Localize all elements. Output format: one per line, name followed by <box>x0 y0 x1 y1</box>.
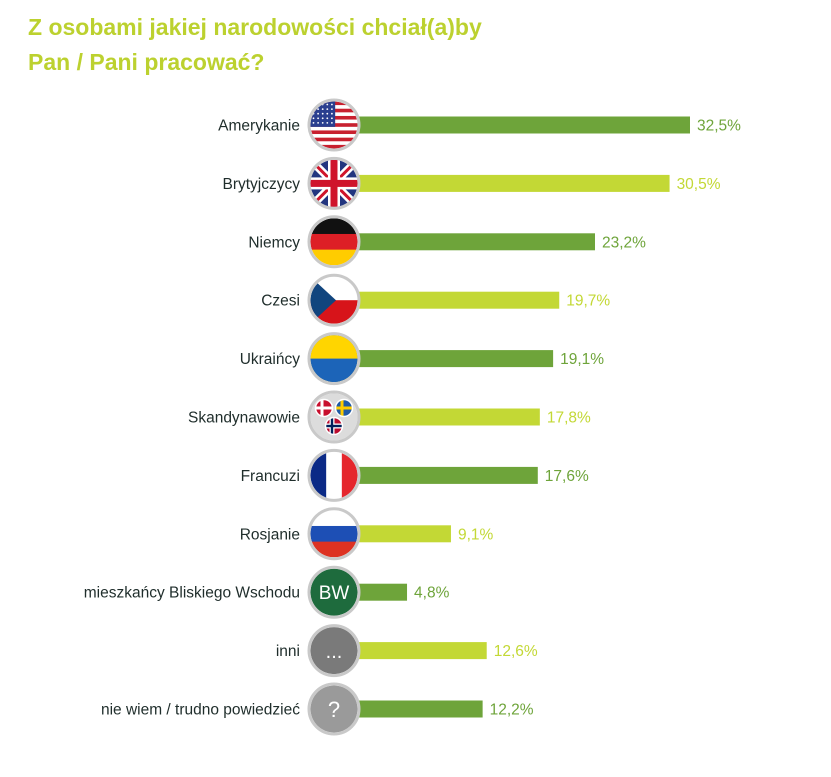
bar <box>358 525 451 543</box>
france-flag-icon <box>307 448 361 502</box>
value-label: 17,6% <box>545 468 589 485</box>
bar <box>358 350 554 368</box>
category-label: Rosjanie <box>240 526 300 543</box>
ukraine-flag-icon <box>307 332 361 386</box>
bar-row: Skandynawowie 17,8% <box>188 390 591 444</box>
chart-title-line-1: Z osobami jakiej narodowości chciał(a)by <box>28 14 482 40</box>
value-label: 19,7% <box>566 293 610 310</box>
bar <box>358 642 487 660</box>
bar-row: inni 12,6%... <box>276 624 538 678</box>
norway-flag-icon <box>324 416 344 436</box>
chart-title: Z osobami jakiej narodowości chciał(a)by… <box>28 10 788 80</box>
bar-row: nie wiem / trudno powiedzieć 12,2%? <box>101 682 534 736</box>
category-label: Francuzi <box>241 468 300 485</box>
question-badge-text: ? <box>328 697 340 722</box>
bar <box>358 700 483 718</box>
bar <box>358 466 538 484</box>
chart-title-line-2: Pan / Pani pracować? <box>28 49 265 75</box>
scandinavia-flags-icon <box>307 390 361 444</box>
value-label: 9,1% <box>458 526 494 543</box>
category-label: Czesi <box>261 293 300 310</box>
czech-flag-icon <box>307 273 361 327</box>
value-label: 17,8% <box>547 410 591 427</box>
category-label: inni <box>276 643 300 660</box>
category-label: Niemcy <box>248 234 300 251</box>
bar-row: Niemcy 23,2% <box>248 215 646 269</box>
value-label: 30,5% <box>677 176 721 193</box>
bar <box>358 116 690 134</box>
value-label: 19,1% <box>560 351 604 368</box>
value-label: 12,2% <box>490 702 534 719</box>
bar-row: Rosjanie 9,1% <box>240 507 494 561</box>
middle-east-badge-text: BW <box>319 583 350 604</box>
middle-east-badge-icon: BW <box>307 565 361 619</box>
bar <box>358 583 408 601</box>
bar-row: Amerykanie 32,5% <box>218 98 741 152</box>
category-label: Amerykanie <box>218 118 300 135</box>
bar-row: Francuzi 17,6% <box>241 448 589 502</box>
bar <box>358 291 560 309</box>
value-label: 23,2% <box>602 234 646 251</box>
category-label: nie wiem / trudno powiedzieć <box>101 702 300 719</box>
category-label: Ukraińcy <box>240 351 301 368</box>
category-label: Skandynawowie <box>188 410 300 427</box>
sweden-flag-icon <box>334 398 354 418</box>
bar-row: Ukraińcy 19,1% <box>240 332 604 386</box>
value-label: 32,5% <box>697 118 741 135</box>
usa-flag-icon <box>307 98 361 152</box>
bar <box>358 408 540 426</box>
uk-flag-icon <box>307 156 361 210</box>
category-label: Brytyjczycy <box>223 176 301 193</box>
question-badge-icon: ? <box>307 682 361 736</box>
denmark-flag-icon <box>314 398 334 418</box>
bar-row: mieszkańcy Bliskiego Wschodu 4,8% BW <box>84 565 450 619</box>
bar <box>358 174 670 192</box>
value-label: 4,8% <box>414 585 450 602</box>
russia-flag-icon <box>307 507 361 561</box>
germany-flag-icon <box>307 215 361 269</box>
value-label: 12,6% <box>494 643 538 660</box>
bar-row: Czesi 19,7% <box>261 273 610 327</box>
category-label: mieszkańcy Bliskiego Wschodu <box>84 585 300 602</box>
bar-row: Brytyjczycy 30,5% <box>223 156 721 210</box>
bar <box>358 233 595 251</box>
ellipsis-badge-icon: ... <box>307 624 361 678</box>
ellipsis-badge-text: ... <box>326 641 343 663</box>
